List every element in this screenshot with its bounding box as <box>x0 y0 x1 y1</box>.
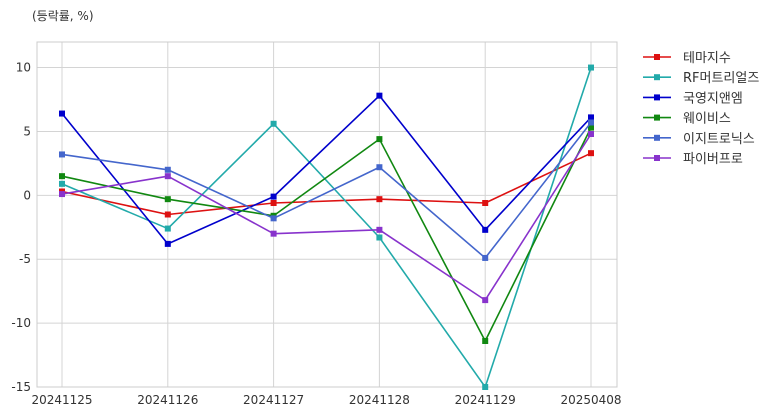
data-point <box>270 215 277 222</box>
series-1 <box>59 150 594 218</box>
series-6 <box>59 131 594 304</box>
series-4 <box>59 124 594 344</box>
data-point <box>482 226 489 233</box>
data-point <box>164 211 171 218</box>
plot-frame <box>36 41 618 388</box>
data-point <box>164 240 171 247</box>
y-tick-label: 0 <box>23 188 31 202</box>
legend-marker-swatch <box>654 134 660 141</box>
series-line <box>61 152 592 216</box>
legend-label: 파이버프로 <box>683 152 743 167</box>
data-point <box>59 110 65 117</box>
data-point <box>59 180 65 187</box>
series-line <box>61 133 592 301</box>
data-point <box>482 384 489 390</box>
data-point <box>482 254 489 261</box>
x-tick-label: 20241129 <box>455 393 516 407</box>
grid-lines <box>37 42 617 388</box>
legend-marker-swatch <box>654 114 660 121</box>
data-point <box>482 297 489 304</box>
y-tick-label: 10 <box>16 61 31 75</box>
data-point <box>164 196 171 203</box>
x-tick-label: 20250408 <box>560 393 621 407</box>
data-point <box>164 225 171 232</box>
y-tick-label: -10 <box>11 316 31 330</box>
series-5 <box>59 119 594 261</box>
series-lines <box>59 64 594 390</box>
data-point <box>376 164 383 171</box>
data-point <box>588 64 594 71</box>
y-tick-label: -15 <box>11 380 31 394</box>
legend-marker-swatch <box>654 155 660 161</box>
legend-label: 이지트로닉스 <box>683 132 755 147</box>
series-3 <box>59 92 594 247</box>
data-point <box>164 173 171 180</box>
data-point <box>270 120 277 127</box>
legend-label: 국영지앤엠 <box>683 91 743 106</box>
legend-item: 이지트로닉스 <box>643 132 755 147</box>
series-line <box>61 94 592 245</box>
series-2 <box>59 64 594 390</box>
data-point <box>270 200 277 206</box>
data-point <box>376 92 383 99</box>
data-point <box>270 193 277 200</box>
legend-item: 파이버프로 <box>643 152 743 167</box>
data-point <box>164 166 171 173</box>
data-point <box>588 150 594 157</box>
data-point <box>59 191 65 198</box>
series-line <box>61 67 592 388</box>
data-point <box>588 131 594 137</box>
y-tick-label: 5 <box>23 124 31 138</box>
legend-item: 테마지수 <box>643 51 731 66</box>
data-point <box>376 196 383 203</box>
unit-label: (등락률, %) <box>32 9 94 23</box>
data-point <box>59 173 65 180</box>
data-point <box>482 200 489 206</box>
legend-item: 국영지앤엠 <box>643 91 743 106</box>
legend-label: 웨이비스 <box>683 112 731 127</box>
x-tick-label: 20241126 <box>137 393 198 407</box>
x-tick-label: 20241128 <box>349 393 410 407</box>
legend-marker-swatch <box>654 54 660 60</box>
legend-marker-swatch <box>654 94 660 101</box>
y-tick-label: -5 <box>19 252 31 266</box>
x-tick-label: 20241125 <box>31 393 92 407</box>
data-point <box>59 151 65 158</box>
x-tick-label: 20241127 <box>243 393 304 407</box>
data-point <box>376 226 383 233</box>
legend-label: RF머트리얼즈 <box>683 71 759 86</box>
legend-marker-swatch <box>654 74 660 81</box>
legend-item: RF머트리얼즈 <box>643 71 759 86</box>
legend-item: 웨이비스 <box>643 112 731 127</box>
legend-label: 테마지수 <box>683 51 731 66</box>
series-line <box>61 127 592 342</box>
data-point <box>376 234 383 241</box>
data-point <box>588 119 594 126</box>
data-point <box>588 124 594 131</box>
data-point <box>270 230 277 237</box>
data-point <box>376 136 383 143</box>
data-point <box>482 338 489 344</box>
data-point <box>588 114 594 121</box>
series-line <box>61 122 592 259</box>
